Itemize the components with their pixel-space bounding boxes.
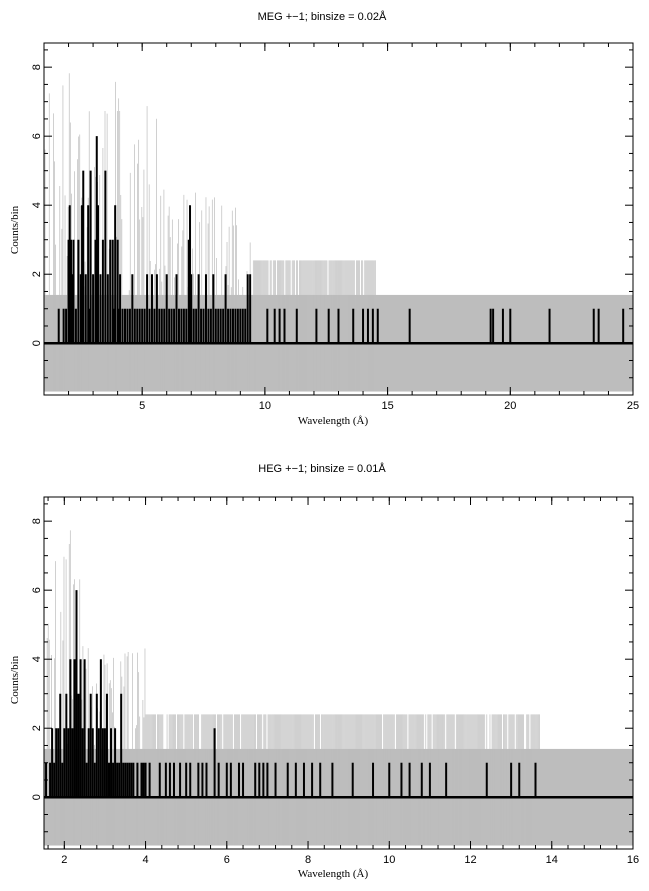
heg-plot-area: 2 4 6 8 10 12 14 16 0 2 4 6 8: [31, 496, 639, 866]
x-tick-label: 10: [383, 854, 395, 866]
meg-spectrum-panel: MEG +−1; binsize = 0.02Å 5 10 15 20 2502468 …: [9, 10, 639, 427]
x-tick-label: 16: [627, 854, 639, 866]
x-tick-label: 20: [504, 400, 516, 412]
heg-x-axis-label: Wavelength (Å): [298, 868, 369, 880]
x-tick-label: 12: [464, 854, 476, 866]
y-tick-label: 2: [31, 725, 43, 731]
x-tick-label: 4: [142, 854, 148, 866]
plot-frame: [43, 496, 634, 850]
x-tick-label: 10: [259, 400, 271, 412]
meg-chart-title: MEG +−1; binsize = 0.02Å: [258, 10, 387, 23]
x-tick-label: 5: [139, 400, 145, 412]
y-tick-label: 6: [31, 133, 43, 139]
x-tick-label: 14: [546, 854, 558, 866]
y-tick-label: 8: [31, 518, 43, 524]
meg-y-axis-label: Counts/bin: [9, 205, 21, 254]
x-tick-label: 15: [381, 400, 393, 412]
heg-spectrum-panel: HEG +−1; binsize = 0.01Å 2 4 6 8 10 12 14 16 0 2 4…: [9, 462, 639, 880]
y-tick-label: 4: [31, 202, 43, 208]
meg-plot-area: 5 10 15 20 25 0 2 4 6 8: [31, 42, 639, 412]
y-tick-label: 0: [31, 794, 43, 800]
x-tick-label: 25: [627, 400, 639, 412]
x-tick-label: 6: [224, 854, 230, 866]
y-tick-label: 4: [31, 656, 43, 662]
heg-y-axis-label: Counts/bin: [9, 655, 21, 704]
x-tick-label: 8: [305, 854, 311, 866]
y-tick-label: 0: [31, 340, 43, 346]
y-tick-label: 6: [31, 587, 43, 593]
heg-chart-title: HEG +−1; binsize = 0.01Å: [258, 462, 386, 475]
y-tick-label: 8: [31, 64, 43, 70]
y-tick-label: 2: [31, 271, 43, 277]
meg-x-axis-label: Wavelength (Å): [298, 415, 369, 427]
x-tick-label: 2: [61, 854, 67, 866]
